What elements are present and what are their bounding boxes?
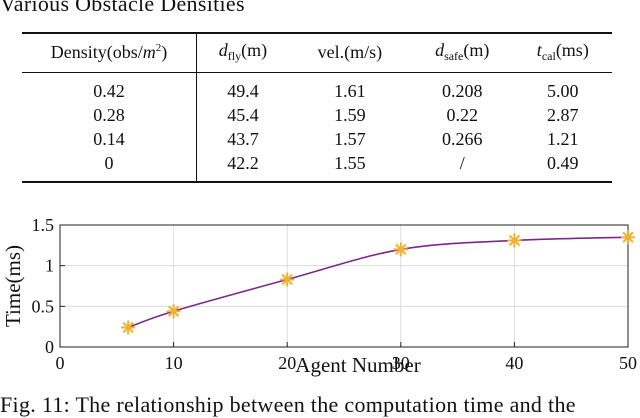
y-tick-label: 0 xyxy=(45,337,54,357)
x-tick-label: 40 xyxy=(505,353,523,373)
table-row: 0.14 43.7 1.57 0.266 1.21 xyxy=(22,127,612,151)
table-cell: 45.4 xyxy=(227,105,259,125)
table-cell: 0 xyxy=(22,151,197,182)
header-density-text: Density(obs/ xyxy=(50,41,143,62)
table-cell: 49.4 xyxy=(227,81,259,101)
data-point-marker xyxy=(121,320,136,335)
header-density: Density(obs/m2) xyxy=(22,33,197,73)
figure-title-top: Various Obstacle Densities xyxy=(0,0,245,16)
table-cell: 0.22 xyxy=(446,105,478,125)
header-velocity-text: vel.(m/s) xyxy=(317,41,383,62)
header-d-safe-unit: (m) xyxy=(463,40,490,60)
x-tick-label: 10 xyxy=(165,353,183,373)
table-row: 0 42.2 1.55 / 0.49 xyxy=(22,151,612,182)
header-d-safe-var: d xyxy=(435,40,445,60)
header-density-tail: ) xyxy=(161,41,168,62)
table-cell: 0.14 xyxy=(22,127,197,151)
table-cell: 0.266 xyxy=(441,129,483,149)
table-cell: 0.42 xyxy=(22,72,197,103)
table-cell: / xyxy=(459,153,465,173)
table-header-row: Density(obs/m2) dfly(m) vel.(m/s) dsafe(… xyxy=(22,33,612,73)
time-vs-agent-chart: 0 10 20 30 40 50 0 0.5 1 1.5 Agent Number Time(ms) xyxy=(1,215,637,377)
data-point-marker xyxy=(393,242,408,257)
table-cell: 1.59 xyxy=(334,105,366,125)
data-point-marker xyxy=(507,233,522,248)
table-row: 0.42 49.4 1.61 0.208 5.00 xyxy=(22,72,612,103)
header-density-var: m xyxy=(142,41,156,62)
header-t-cal: tcal(ms) xyxy=(514,33,612,73)
data-point-marker xyxy=(621,230,635,245)
x-tick-label: 0 xyxy=(56,353,65,373)
table-cell: 1.61 xyxy=(334,81,366,101)
x-tick-label: 50 xyxy=(619,353,637,373)
y-tick-label: 1.5 xyxy=(32,215,55,235)
header-d-safe-sub: safe xyxy=(444,49,464,63)
x-tick-label: 20 xyxy=(278,353,296,373)
plot-frame xyxy=(59,224,629,348)
y-tick-label: 0.5 xyxy=(32,296,55,316)
header-t-cal-sub: cal xyxy=(541,49,556,63)
results-table: Density(obs/m2) dfly(m) vel.(m/s) dsafe(… xyxy=(22,32,612,183)
table-cell: 43.7 xyxy=(227,129,259,149)
table-cell: 1.21 xyxy=(547,129,579,149)
table-cell: 42.2 xyxy=(227,153,259,173)
data-point-marker xyxy=(280,272,295,287)
header-d-fly-sub: fly xyxy=(227,49,242,63)
x-axis-label: Agent Number xyxy=(295,353,420,377)
header-t-cal-var: t xyxy=(536,40,542,60)
table-cell: 0.28 xyxy=(22,103,197,127)
header-d-fly-var: d xyxy=(218,40,228,60)
table-row: 0.28 45.4 1.59 0.22 2.87 xyxy=(22,103,612,127)
header-d-safe: dsafe(m) xyxy=(411,33,514,73)
table-cell: 2.87 xyxy=(547,105,579,125)
obstacle-density-table: Density(obs/m2) dfly(m) vel.(m/s) dsafe(… xyxy=(22,32,612,183)
header-d-fly: dfly(m) xyxy=(197,33,289,73)
table-cell: 0.208 xyxy=(441,81,483,101)
y-tick-label: 1 xyxy=(45,256,54,276)
data-point-marker xyxy=(166,304,181,319)
header-d-fly-unit: (m) xyxy=(241,40,268,60)
header-t-cal-unit: (ms) xyxy=(555,40,589,60)
header-velocity: vel.(m/s) xyxy=(289,33,411,73)
plot-area xyxy=(60,225,628,347)
x-tick-label: 30 xyxy=(392,353,410,373)
y-axis-label: Time(ms) xyxy=(1,245,25,327)
figure-caption: Fig. 11: The relationship between the co… xyxy=(0,392,576,417)
table-cell: 5.00 xyxy=(547,81,579,101)
table-cell: 0.49 xyxy=(547,153,579,173)
header-density-sup: 2 xyxy=(155,41,162,54)
table-cell: 1.55 xyxy=(334,153,366,173)
table-cell: 1.57 xyxy=(334,129,366,149)
